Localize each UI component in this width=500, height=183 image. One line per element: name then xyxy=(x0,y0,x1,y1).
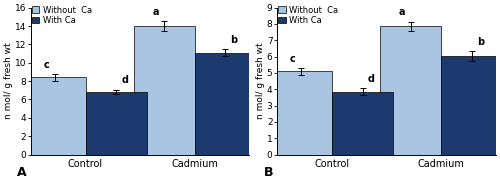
Text: A: A xyxy=(17,166,26,179)
Bar xyxy=(271,71,332,155)
Bar xyxy=(332,92,393,155)
Text: b: b xyxy=(230,35,237,45)
Bar xyxy=(195,53,256,155)
Bar xyxy=(441,56,500,155)
Text: c: c xyxy=(44,60,49,70)
Text: d: d xyxy=(368,74,375,84)
Bar xyxy=(24,77,86,155)
Bar xyxy=(380,26,441,155)
Text: B: B xyxy=(264,166,273,179)
Text: b: b xyxy=(477,37,484,46)
Text: a: a xyxy=(398,7,405,17)
Text: d: d xyxy=(122,75,128,85)
Bar xyxy=(86,92,146,155)
Y-axis label: n mol/ g fresh wt: n mol/ g fresh wt xyxy=(4,43,13,119)
Legend: Without  Ca, With Ca: Without Ca, With Ca xyxy=(31,5,92,26)
Y-axis label: n mol/ g fresh wt: n mol/ g fresh wt xyxy=(256,43,266,119)
Legend: Without  Ca, With Ca: Without Ca, With Ca xyxy=(278,5,339,26)
Text: c: c xyxy=(290,54,296,64)
Text: a: a xyxy=(152,7,158,17)
Bar xyxy=(134,26,195,155)
